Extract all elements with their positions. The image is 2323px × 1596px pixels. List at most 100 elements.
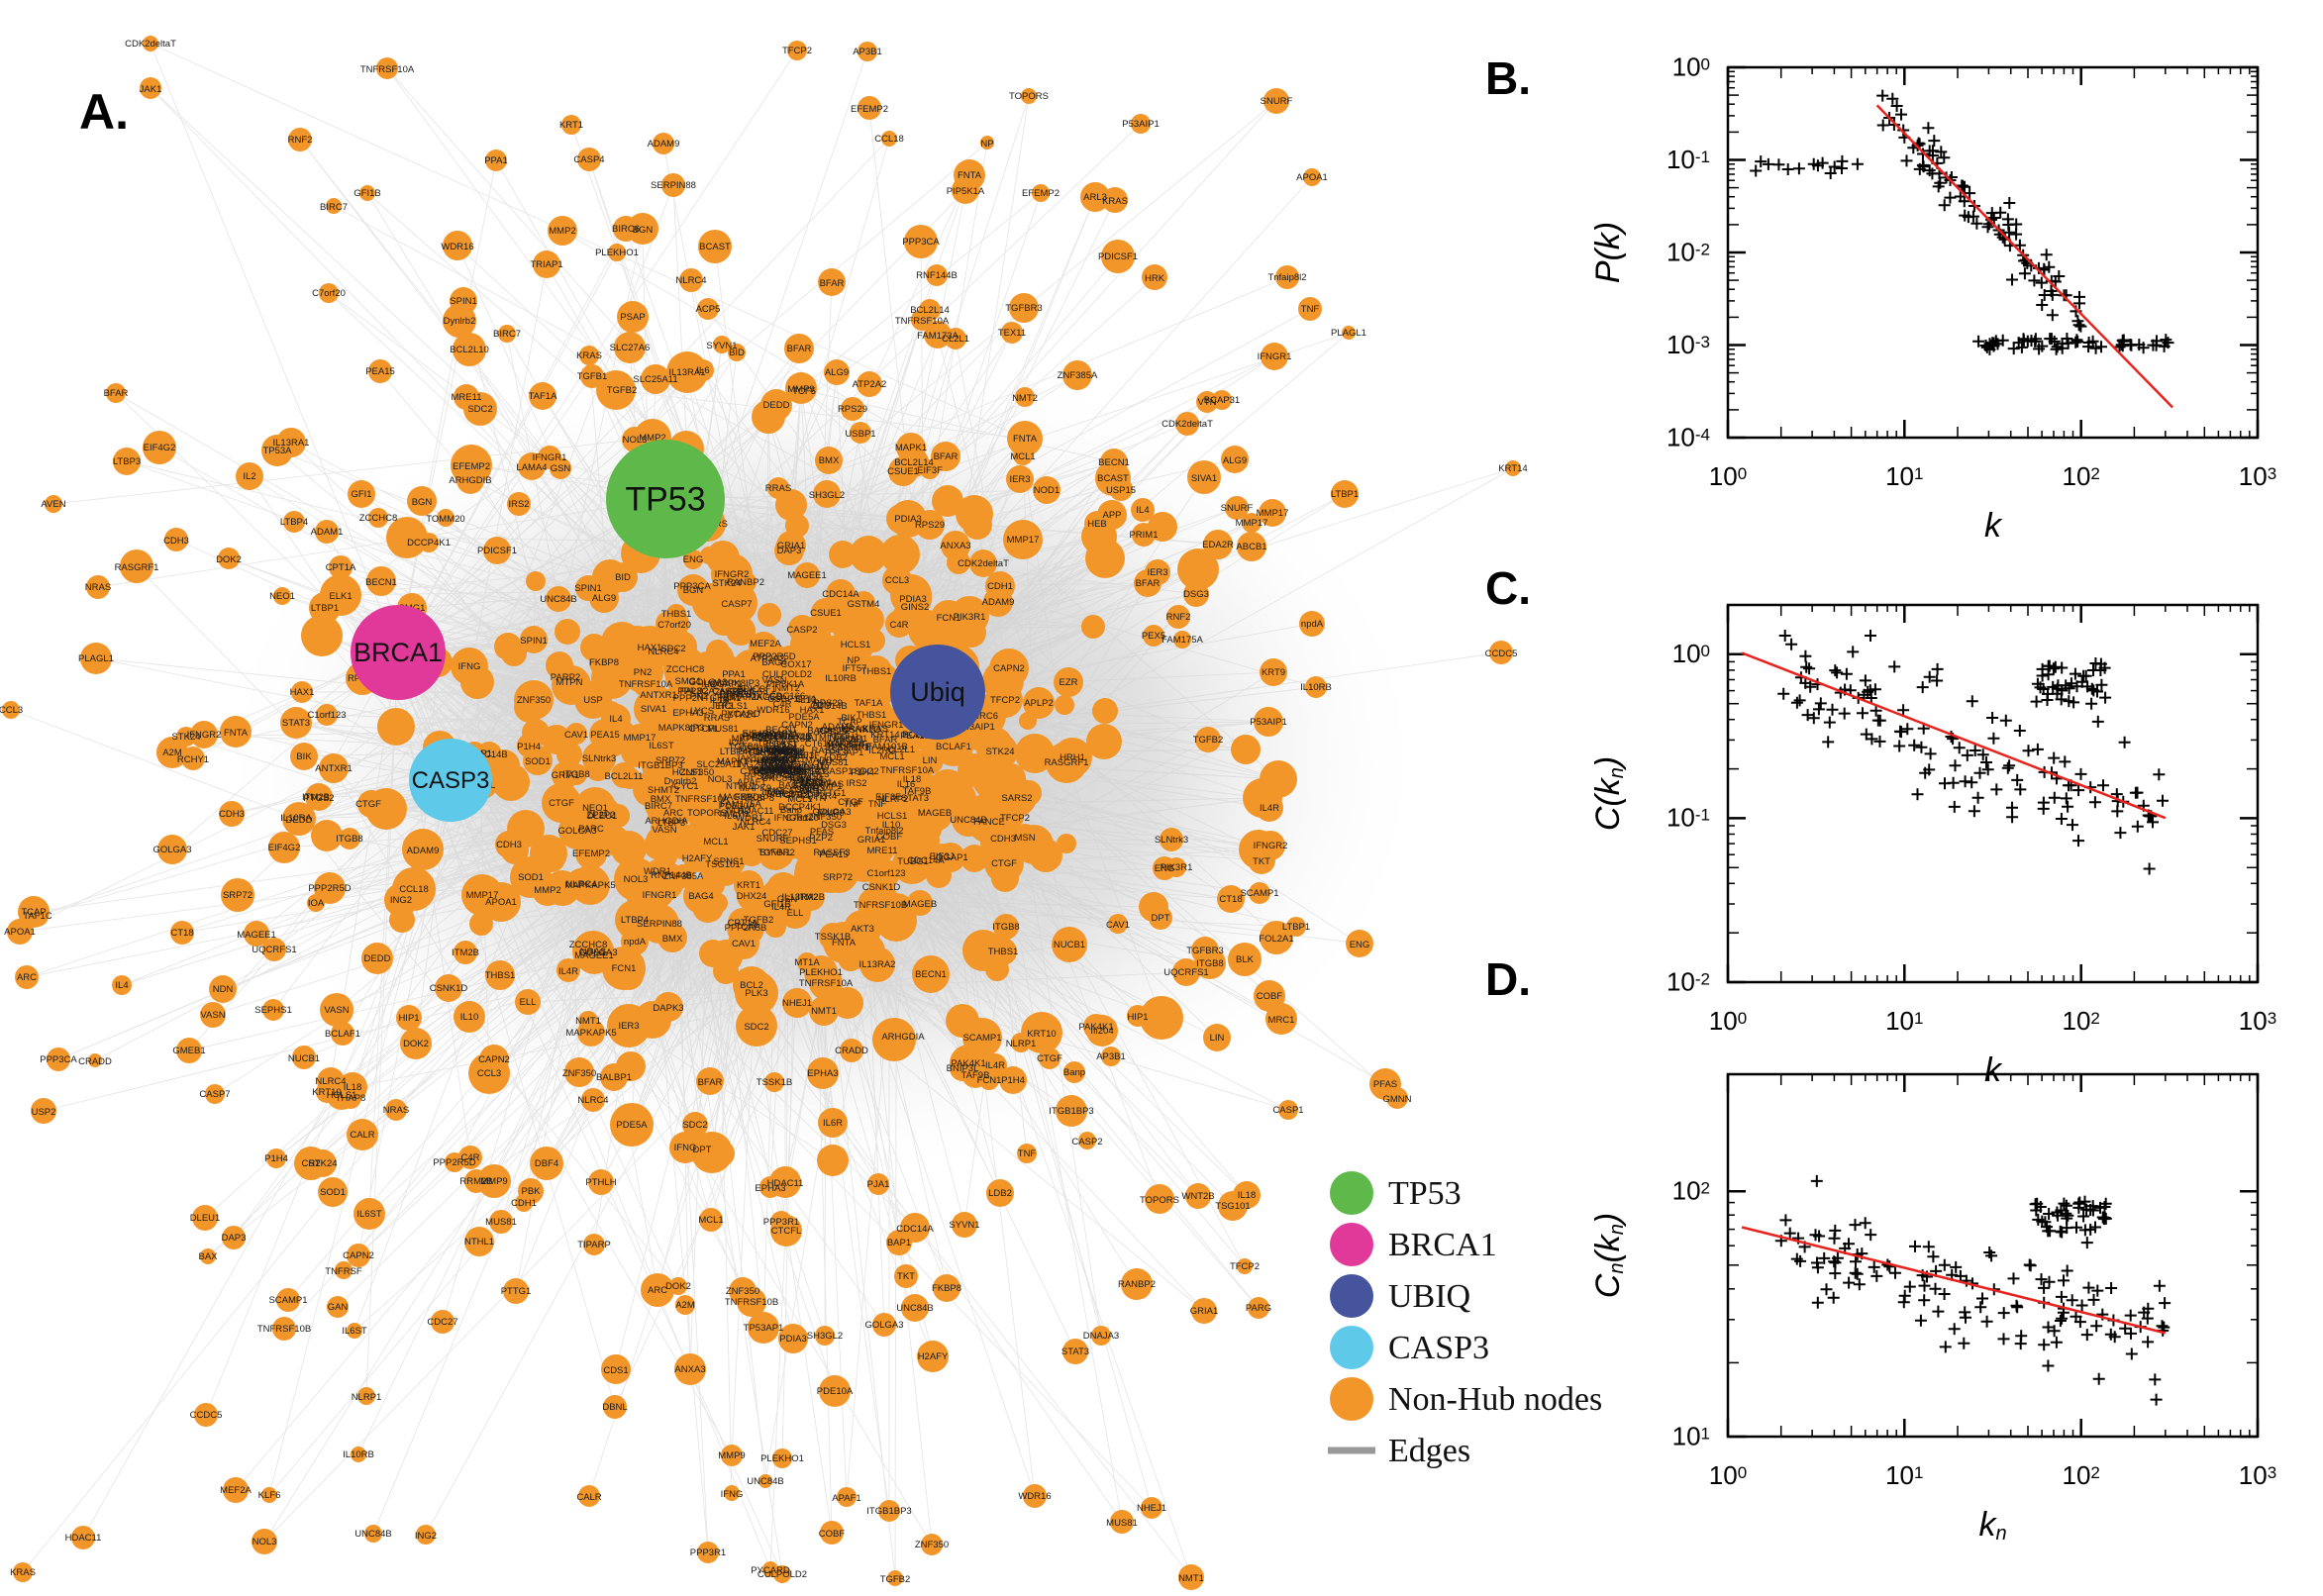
svg-text:BIK: BIK bbox=[296, 751, 312, 762]
svg-text:USP: USP bbox=[583, 695, 603, 706]
svg-text:STAT3: STAT3 bbox=[1061, 1347, 1089, 1357]
svg-text:MEF2A: MEF2A bbox=[750, 639, 781, 649]
svg-text:SOD1: SOD1 bbox=[518, 872, 544, 883]
svg-text:USBP1: USBP1 bbox=[767, 694, 798, 705]
svg-text:SPIN1: SPIN1 bbox=[520, 636, 547, 647]
svg-text:PYCARD: PYCARD bbox=[721, 709, 760, 720]
svg-text:GOLGA3: GOLGA3 bbox=[864, 1320, 903, 1331]
svg-text:NLRC4: NLRC4 bbox=[648, 647, 678, 657]
svg-text:TGFBR3: TGFBR3 bbox=[1186, 946, 1223, 956]
svg-text:TIPARP: TIPARP bbox=[577, 1240, 611, 1250]
svg-text:BFAR: BFAR bbox=[698, 1077, 723, 1088]
svg-text:PRIM1: PRIM1 bbox=[1129, 530, 1158, 541]
svg-text:USBP1: USBP1 bbox=[845, 429, 875, 440]
svg-text:SOD1: SOD1 bbox=[525, 756, 551, 767]
svg-text:BCL2L10: BCL2L10 bbox=[450, 345, 489, 355]
svg-text:SIVA1: SIVA1 bbox=[1191, 473, 1217, 484]
svg-text:SCAMP1: SCAMP1 bbox=[268, 1295, 307, 1306]
svg-text:BIRC6: BIRC6 bbox=[612, 224, 640, 235]
svg-text:C(kn): C(kn) bbox=[1589, 756, 1628, 831]
svg-text:CL2L1: CL2L1 bbox=[942, 334, 969, 345]
svg-text:GMNN: GMNN bbox=[1382, 1094, 1411, 1105]
svg-text:NOD1: NOD1 bbox=[1034, 485, 1060, 496]
svg-text:NHEJ1: NHEJ1 bbox=[784, 750, 814, 761]
svg-text:APP: APP bbox=[1102, 510, 1121, 521]
svg-text:MAGEB: MAGEB bbox=[918, 808, 952, 819]
svg-text:CDC14B: CDC14B bbox=[810, 701, 848, 712]
svg-text:ADAM1: ADAM1 bbox=[311, 527, 344, 538]
svg-text:TFCP2: TFCP2 bbox=[1230, 1261, 1260, 1272]
svg-text:ZCCHC8: ZCCHC8 bbox=[359, 513, 398, 524]
svg-text:DPT: DPT bbox=[1152, 913, 1170, 924]
svg-text:LDB2: LDB2 bbox=[988, 1188, 1012, 1199]
svg-text:PPP3CA: PPP3CA bbox=[40, 1054, 77, 1065]
svg-text:CASP1: CASP1 bbox=[1272, 1105, 1303, 1116]
svg-text:ZNF350: ZNF350 bbox=[808, 812, 842, 823]
svg-text:RRM2B: RRM2B bbox=[459, 1176, 492, 1187]
svg-text:Tnfaip8l2: Tnfaip8l2 bbox=[864, 826, 903, 837]
svg-text:ZP2P2: ZP2P2 bbox=[586, 810, 615, 821]
svg-text:KLF6: KLF6 bbox=[258, 1490, 281, 1501]
svg-text:NLRC4: NLRC4 bbox=[577, 1095, 608, 1106]
svg-text:BCAP31: BCAP31 bbox=[1204, 395, 1240, 406]
svg-text:TNFRSF10A: TNFRSF10A bbox=[895, 316, 950, 327]
svg-text:IFNGR1: IFNGR1 bbox=[643, 890, 677, 901]
svg-text:APOA1: APOA1 bbox=[1296, 172, 1328, 183]
svg-text:A.: A. bbox=[79, 84, 129, 140]
svg-text:PPP3R1: PPP3R1 bbox=[690, 1547, 726, 1558]
svg-text:CALR: CALR bbox=[576, 1492, 601, 1503]
svg-text:CCDC5: CCDC5 bbox=[190, 1410, 223, 1421]
svg-text:ADAM1: ADAM1 bbox=[822, 722, 855, 733]
svg-text:ADAM9: ADAM9 bbox=[407, 846, 440, 856]
svg-text:DBF4: DBF4 bbox=[535, 1158, 558, 1169]
svg-text:TEX11: TEX11 bbox=[998, 328, 1026, 339]
svg-text:MAGEB: MAGEB bbox=[903, 899, 937, 910]
svg-text:FKBP8: FKBP8 bbox=[932, 1283, 961, 1294]
svg-text:PLEKHO1: PLEKHO1 bbox=[595, 248, 639, 258]
svg-text:TP53AP1: TP53AP1 bbox=[744, 1323, 784, 1334]
svg-text:APLP2: APLP2 bbox=[1024, 698, 1054, 709]
svg-text:PFAS: PFAS bbox=[1373, 1079, 1397, 1090]
svg-text:BCLAF1: BCLAF1 bbox=[325, 1029, 360, 1040]
svg-text:UNC84B: UNC84B bbox=[354, 1529, 392, 1540]
svg-text:SNURF: SNURF bbox=[1221, 503, 1254, 514]
svg-text:CCL3: CCL3 bbox=[477, 1068, 501, 1079]
svg-text:DLEU1: DLEU1 bbox=[190, 1213, 221, 1224]
svg-text:ZNF350: ZNF350 bbox=[517, 695, 551, 706]
svg-text:npdA: npdA bbox=[1301, 619, 1324, 630]
svg-text:VASN: VASN bbox=[324, 1005, 349, 1016]
svg-text:EZR: EZR bbox=[1060, 677, 1078, 688]
svg-text:TNFRSF10A: TNFRSF10A bbox=[799, 978, 854, 989]
svg-text:ELL: ELL bbox=[520, 997, 537, 1008]
svg-text:USP2: USP2 bbox=[32, 1107, 56, 1118]
svg-text:STK24: STK24 bbox=[712, 578, 741, 589]
svg-text:ATP2A2: ATP2A2 bbox=[853, 379, 887, 390]
svg-text:SYVN1: SYVN1 bbox=[949, 1220, 979, 1231]
svg-text:UNC84B: UNC84B bbox=[747, 1476, 784, 1487]
svg-text:GSN: GSN bbox=[551, 463, 571, 474]
svg-text:VASN: VASN bbox=[200, 1010, 225, 1021]
svg-text:PPP3R1: PPP3R1 bbox=[763, 1217, 799, 1228]
svg-text:CRADD: CRADD bbox=[835, 1046, 868, 1056]
svg-text:IL6: IL6 bbox=[696, 365, 709, 376]
svg-text:SERPIN88: SERPIN88 bbox=[637, 919, 682, 930]
svg-text:PRTN3: PRTN3 bbox=[762, 763, 793, 774]
svg-text:FNTA: FNTA bbox=[224, 728, 249, 739]
svg-text:NMT2: NMT2 bbox=[1012, 393, 1038, 404]
svg-text:MMP2: MMP2 bbox=[549, 226, 575, 237]
svg-text:FOL2A1: FOL2A1 bbox=[1259, 934, 1293, 945]
svg-text:IL18: IL18 bbox=[1238, 1190, 1257, 1201]
svg-text:CDH3: CDH3 bbox=[219, 809, 245, 820]
svg-text:PLAGL1: PLAGL1 bbox=[1331, 328, 1366, 339]
svg-text:SLNtrk3: SLNtrk3 bbox=[1155, 835, 1188, 846]
svg-text:PARG: PARG bbox=[1246, 1303, 1271, 1314]
svg-text:CAV1: CAV1 bbox=[564, 730, 588, 741]
svg-text:ING2: ING2 bbox=[415, 1531, 437, 1542]
svg-text:TAF1A: TAF1A bbox=[855, 698, 884, 709]
svg-text:SDC2: SDC2 bbox=[744, 1022, 768, 1033]
svg-text:TP53A: TP53A bbox=[262, 446, 292, 456]
svg-text:IL13RA2: IL13RA2 bbox=[782, 892, 819, 903]
svg-text:PPP3CA: PPP3CA bbox=[902, 237, 940, 248]
svg-text:FKBP8: FKBP8 bbox=[589, 657, 619, 668]
svg-text:STK24: STK24 bbox=[171, 732, 200, 743]
